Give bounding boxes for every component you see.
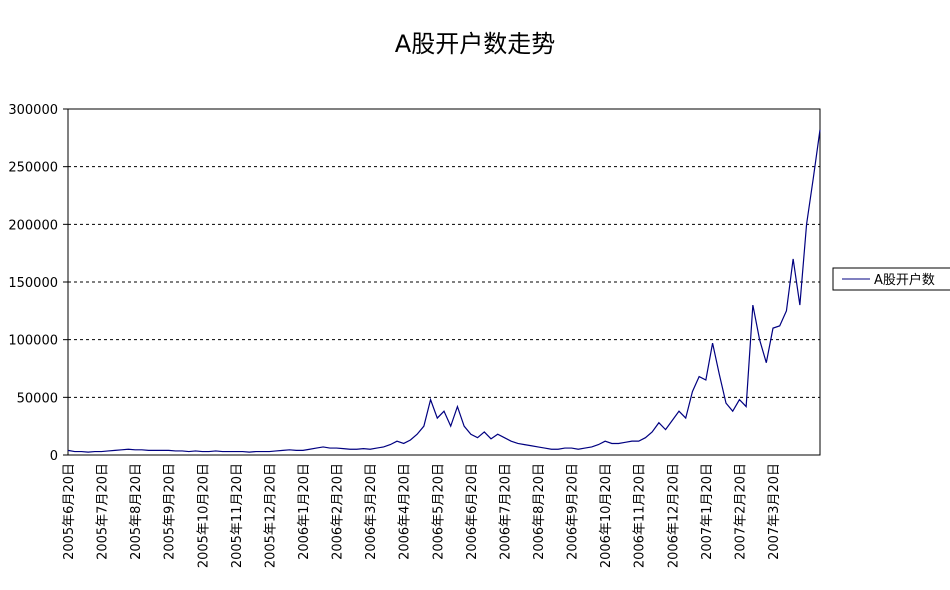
x-tick-label: 2006年10月20日 bbox=[599, 463, 614, 568]
x-tick-label: 2007年3月20日 bbox=[767, 463, 782, 560]
legend-box bbox=[832, 267, 950, 291]
x-tick-label: 2005年9月20日 bbox=[163, 463, 178, 560]
x-tick-label: 2006年8月20日 bbox=[532, 463, 547, 560]
x-tick-label: 2006年5月20日 bbox=[431, 463, 446, 560]
y-tick-label: 250000 bbox=[8, 161, 58, 176]
x-tick-label: 2006年4月20日 bbox=[398, 463, 413, 560]
x-tick-label: 2005年10月20日 bbox=[196, 463, 211, 568]
x-tick-label: 2006年3月20日 bbox=[364, 463, 379, 560]
x-tick-label: 2006年7月20日 bbox=[498, 463, 513, 560]
y-tick-label: 50000 bbox=[17, 391, 58, 406]
y-tick-label: 0 bbox=[50, 449, 58, 464]
y-tick-label: 150000 bbox=[8, 276, 58, 291]
x-tick-label: 2005年12月20日 bbox=[263, 463, 278, 568]
x-tick-label: 2005年8月20日 bbox=[129, 463, 144, 560]
x-tick-label: 2006年12月20日 bbox=[666, 463, 681, 568]
x-tick-label: 2006年11月20日 bbox=[633, 463, 648, 568]
x-tick-label: 2007年2月20日 bbox=[733, 463, 748, 560]
x-tick-label: 2007年1月20日 bbox=[700, 463, 715, 560]
legend-label: A股开户数 bbox=[874, 272, 935, 288]
chart-title: A股开户数走势 bbox=[395, 30, 555, 58]
plot-area bbox=[67, 108, 821, 456]
y-tick-label: 300000 bbox=[8, 103, 58, 118]
x-tick-label: 2006年6月20日 bbox=[465, 463, 480, 560]
y-tick-label: 200000 bbox=[8, 218, 58, 233]
x-tick-label: 2005年11月20日 bbox=[230, 463, 245, 568]
y-tick-label: 100000 bbox=[8, 334, 58, 349]
x-tick-label: 2006年9月20日 bbox=[566, 463, 581, 560]
x-tick-label: 2006年2月20日 bbox=[331, 463, 346, 560]
x-tick-label: 2005年6月20日 bbox=[62, 463, 77, 560]
x-tick-label: 2006年1月20日 bbox=[297, 463, 312, 560]
x-tick-label: 2005年7月20日 bbox=[96, 463, 111, 560]
series-line bbox=[67, 129, 821, 453]
